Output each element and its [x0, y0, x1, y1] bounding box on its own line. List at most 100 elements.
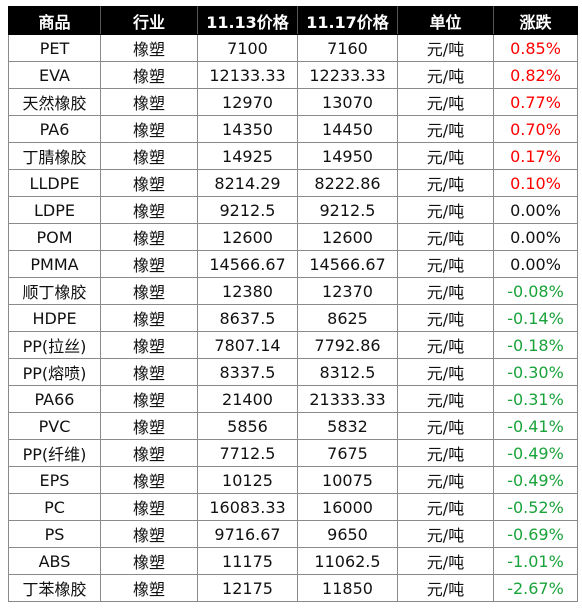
table-row: 天然橡胶 橡塑 12970 13070 元/吨 0.77% [8, 88, 578, 116]
commodity-cell: LLDPE [8, 169, 101, 197]
header-change: 涨跌 [493, 6, 578, 35]
change-cell: -2.67% [493, 574, 578, 602]
commodity-cell: EVA [8, 61, 101, 89]
unit-cell: 元/吨 [397, 277, 494, 305]
price-1113-cell: 9716.67 [197, 520, 298, 548]
unit-cell: 元/吨 [397, 439, 494, 467]
table-row: ABS 橡塑 11175 11062.5 元/吨 -1.01% [8, 547, 578, 575]
change-cell: -0.30% [493, 358, 578, 386]
header-price-1113: 11.13价格 [197, 6, 298, 35]
commodity-cell: 丁苯橡胶 [8, 574, 101, 602]
commodity-cell: PVC [8, 412, 101, 440]
header-unit: 单位 [397, 6, 494, 35]
table-row: EPS 橡塑 10125 10075 元/吨 -0.49% [8, 466, 578, 494]
change-cell: -0.18% [493, 331, 578, 359]
table-body: PET 橡塑 7100 7160 元/吨 0.85% EVA 橡塑 12133.33 12233.… [8, 34, 578, 602]
change-cell: 0.00% [493, 223, 578, 251]
change-cell: -0.49% [493, 466, 578, 494]
price-1113-cell: 8214.29 [197, 169, 298, 197]
commodity-cell: PMMA [8, 250, 101, 278]
price-1113-cell: 12600 [197, 223, 298, 251]
price-1113-cell: 7712.5 [197, 439, 298, 467]
industry-cell: 橡塑 [100, 466, 198, 494]
commodity-cell: HDPE [8, 304, 101, 332]
price-1113-cell: 14925 [197, 142, 298, 170]
price-1113-cell: 12970 [197, 88, 298, 116]
price-1117-cell: 21333.33 [297, 385, 398, 413]
industry-cell: 橡塑 [100, 277, 198, 305]
price-1113-cell: 7100 [197, 34, 298, 62]
unit-cell: 元/吨 [397, 61, 494, 89]
industry-cell: 橡塑 [100, 142, 198, 170]
commodity-cell: PP(纤维) [8, 439, 101, 467]
price-1117-cell: 5832 [297, 412, 398, 440]
commodity-cell: 顺丁橡胶 [8, 277, 101, 305]
table-row: PP(纤维) 橡塑 7712.5 7675 元/吨 -0.49% [8, 439, 578, 467]
industry-cell: 橡塑 [100, 331, 198, 359]
commodity-cell: 天然橡胶 [8, 88, 101, 116]
unit-cell: 元/吨 [397, 331, 494, 359]
price-1117-cell: 13070 [297, 88, 398, 116]
price-1113-cell: 9212.5 [197, 196, 298, 224]
commodity-cell: EPS [8, 466, 101, 494]
price-1113-cell: 16083.33 [197, 493, 298, 521]
change-cell: -1.01% [493, 547, 578, 575]
price-table: 商品 行业 11.13价格 11.17价格 单位 涨跌 PET 橡塑 7100 716… [8, 6, 578, 602]
unit-cell: 元/吨 [397, 574, 494, 602]
header-price-1117: 11.17价格 [297, 6, 398, 35]
table-row: EVA 橡塑 12133.33 12233.33 元/吨 0.82% [8, 61, 578, 89]
price-1113-cell: 14566.67 [197, 250, 298, 278]
price-1117-cell: 11850 [297, 574, 398, 602]
price-1117-cell: 8312.5 [297, 358, 398, 386]
price-1113-cell: 12380 [197, 277, 298, 305]
industry-cell: 橡塑 [100, 412, 198, 440]
unit-cell: 元/吨 [397, 520, 494, 548]
change-cell: 0.00% [493, 196, 578, 224]
unit-cell: 元/吨 [397, 250, 494, 278]
commodity-cell: PET [8, 34, 101, 62]
industry-cell: 橡塑 [100, 169, 198, 197]
industry-cell: 橡塑 [100, 493, 198, 521]
unit-cell: 元/吨 [397, 88, 494, 116]
table-row: PA66 橡塑 21400 21333.33 元/吨 -0.31% [8, 385, 578, 413]
commodity-cell: 丁腈橡胶 [8, 142, 101, 170]
change-cell: 0.10% [493, 169, 578, 197]
table-row: PVC 橡塑 5856 5832 元/吨 -0.41% [8, 412, 578, 440]
unit-cell: 元/吨 [397, 493, 494, 521]
change-cell: -0.49% [493, 439, 578, 467]
unit-cell: 元/吨 [397, 385, 494, 413]
header-commodity: 商品 [8, 6, 101, 35]
commodity-cell: PA66 [8, 385, 101, 413]
price-1113-cell: 8337.5 [197, 358, 298, 386]
price-1117-cell: 12370 [297, 277, 398, 305]
industry-cell: 橡塑 [100, 196, 198, 224]
table-row: 顺丁橡胶 橡塑 12380 12370 元/吨 -0.08% [8, 277, 578, 305]
table-row: PS 橡塑 9716.67 9650 元/吨 -0.69% [8, 520, 578, 548]
table-row: POM 橡塑 12600 12600 元/吨 0.00% [8, 223, 578, 251]
industry-cell: 橡塑 [100, 385, 198, 413]
price-1117-cell: 11062.5 [297, 547, 398, 575]
price-1117-cell: 9650 [297, 520, 398, 548]
change-cell: -0.52% [493, 493, 578, 521]
table-row: LLDPE 橡塑 8214.29 8222.86 元/吨 0.10% [8, 169, 578, 197]
industry-cell: 橡塑 [100, 115, 198, 143]
industry-cell: 橡塑 [100, 439, 198, 467]
header-row: 商品 行业 11.13价格 11.17价格 单位 涨跌 [8, 6, 578, 35]
table-row: PA6 橡塑 14350 14450 元/吨 0.70% [8, 115, 578, 143]
price-1113-cell: 14350 [197, 115, 298, 143]
change-cell: 0.77% [493, 88, 578, 116]
price-1117-cell: 7160 [297, 34, 398, 62]
table-row: PP(熔喷) 橡塑 8337.5 8312.5 元/吨 -0.30% [8, 358, 578, 386]
unit-cell: 元/吨 [397, 34, 494, 62]
unit-cell: 元/吨 [397, 142, 494, 170]
industry-cell: 橡塑 [100, 61, 198, 89]
table-header: 商品 行业 11.13价格 11.17价格 单位 涨跌 [8, 6, 578, 35]
change-cell: -0.69% [493, 520, 578, 548]
unit-cell: 元/吨 [397, 169, 494, 197]
industry-cell: 橡塑 [100, 358, 198, 386]
table-row: PP(拉丝) 橡塑 7807.14 7792.86 元/吨 -0.18% [8, 331, 578, 359]
commodity-cell: PS [8, 520, 101, 548]
price-1117-cell: 7675 [297, 439, 398, 467]
price-1117-cell: 9212.5 [297, 196, 398, 224]
change-cell: -0.41% [493, 412, 578, 440]
